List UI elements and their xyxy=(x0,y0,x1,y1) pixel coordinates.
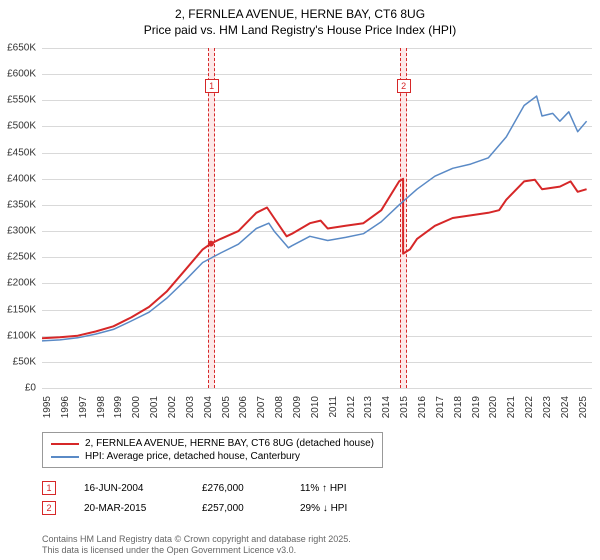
title-block: 2, FERNLEA AVENUE, HERNE BAY, CT6 8UG Pr… xyxy=(0,0,600,38)
sale-delta: 29% ↓ HPI xyxy=(300,503,380,514)
x-tick-label: 2006 xyxy=(238,396,249,418)
x-tick-label: 2003 xyxy=(185,396,196,418)
x-tick-label: 2009 xyxy=(292,396,303,418)
legend-label: HPI: Average price, detached house, Cant… xyxy=(85,451,300,462)
y-tick-label: £400K xyxy=(7,173,36,184)
x-tick-label: 1998 xyxy=(96,396,107,418)
sale-row-marker: 1 xyxy=(42,481,56,495)
x-tick-label: 2019 xyxy=(471,396,482,418)
gridline-h xyxy=(42,388,592,389)
x-tick-label: 2017 xyxy=(435,396,446,418)
x-tick-label: 2023 xyxy=(542,396,553,418)
sale-row: 1 16-JUN-2004 £276,000 11% ↑ HPI xyxy=(42,478,380,498)
x-tick-label: 2018 xyxy=(453,396,464,418)
sale-delta: 11% ↑ HPI xyxy=(300,483,380,494)
x-tick-label: 2011 xyxy=(328,396,339,418)
legend-item: HPI: Average price, detached house, Cant… xyxy=(51,450,374,463)
x-tick-label: 2022 xyxy=(524,396,535,418)
x-tick-label: 2001 xyxy=(149,396,160,418)
x-tick-label: 1995 xyxy=(42,396,53,418)
x-tick-label: 2012 xyxy=(346,396,357,418)
x-tick-label: 2014 xyxy=(381,396,392,418)
legend-swatch xyxy=(51,456,79,458)
sales-table: 1 16-JUN-2004 £276,000 11% ↑ HPI 2 20-MAR-201… xyxy=(42,478,380,518)
x-tick-label: 2020 xyxy=(488,396,499,418)
x-tick-label: 1999 xyxy=(113,396,124,418)
x-tick-label: 2021 xyxy=(506,396,517,418)
y-tick-label: £0 xyxy=(25,383,36,394)
sale-price: £257,000 xyxy=(202,503,272,514)
y-tick-label: £150K xyxy=(7,304,36,315)
title-line-1: 2, FERNLEA AVENUE, HERNE BAY, CT6 8UG xyxy=(0,6,600,22)
y-tick-label: £250K xyxy=(7,252,36,263)
y-tick-label: £100K xyxy=(7,330,36,341)
chart-container: 2, FERNLEA AVENUE, HERNE BAY, CT6 8UG Pr… xyxy=(0,0,600,560)
plot-area: 12 xyxy=(42,48,592,388)
y-tick-label: £300K xyxy=(7,226,36,237)
legend: 2, FERNLEA AVENUE, HERNE BAY, CT6 8UG (d… xyxy=(42,432,383,468)
y-tick-label: £50K xyxy=(13,356,36,367)
series-hpi xyxy=(42,96,587,341)
x-tick-label: 1996 xyxy=(60,396,71,418)
sale-price: £276,000 xyxy=(202,483,272,494)
x-tick-label: 2016 xyxy=(417,396,428,418)
legend-label: 2, FERNLEA AVENUE, HERNE BAY, CT6 8UG (d… xyxy=(85,438,374,449)
y-axis: £0£50K£100K£150K£200K£250K£300K£350K£400… xyxy=(0,48,40,388)
sale-row: 2 20-MAR-2015 £257,000 29% ↓ HPI xyxy=(42,498,380,518)
line-svg xyxy=(42,48,592,388)
x-tick-label: 2000 xyxy=(131,396,142,418)
x-tick-label: 2004 xyxy=(203,396,214,418)
footer: Contains HM Land Registry data © Crown c… xyxy=(42,534,351,557)
series-property xyxy=(42,179,587,338)
sale-point xyxy=(208,241,214,247)
x-tick-label: 2015 xyxy=(399,396,410,418)
y-tick-label: £200K xyxy=(7,278,36,289)
x-tick-label: 2007 xyxy=(256,396,267,418)
y-tick-label: £350K xyxy=(7,199,36,210)
y-tick-label: £550K xyxy=(7,95,36,106)
x-tick-label: 1997 xyxy=(78,396,89,418)
sale-date: 16-JUN-2004 xyxy=(84,483,174,494)
sale-row-marker: 2 xyxy=(42,501,56,515)
y-tick-label: £500K xyxy=(7,121,36,132)
y-tick-label: £600K xyxy=(7,69,36,80)
legend-swatch xyxy=(51,443,79,445)
x-tick-label: 2005 xyxy=(221,396,232,418)
legend-item: 2, FERNLEA AVENUE, HERNE BAY, CT6 8UG (d… xyxy=(51,437,374,450)
x-tick-label: 2024 xyxy=(560,396,571,418)
x-tick-label: 2010 xyxy=(310,396,321,418)
footer-line-2: This data is licensed under the Open Gov… xyxy=(42,545,351,556)
sale-date: 20-MAR-2015 xyxy=(84,503,174,514)
x-tick-label: 2013 xyxy=(363,396,374,418)
x-tick-label: 2025 xyxy=(578,396,589,418)
x-tick-label: 2008 xyxy=(274,396,285,418)
footer-line-1: Contains HM Land Registry data © Crown c… xyxy=(42,534,351,545)
x-tick-label: 2002 xyxy=(167,396,178,418)
title-line-2: Price paid vs. HM Land Registry's House … xyxy=(0,22,600,38)
y-tick-label: £450K xyxy=(7,147,36,158)
y-tick-label: £650K xyxy=(7,43,36,54)
